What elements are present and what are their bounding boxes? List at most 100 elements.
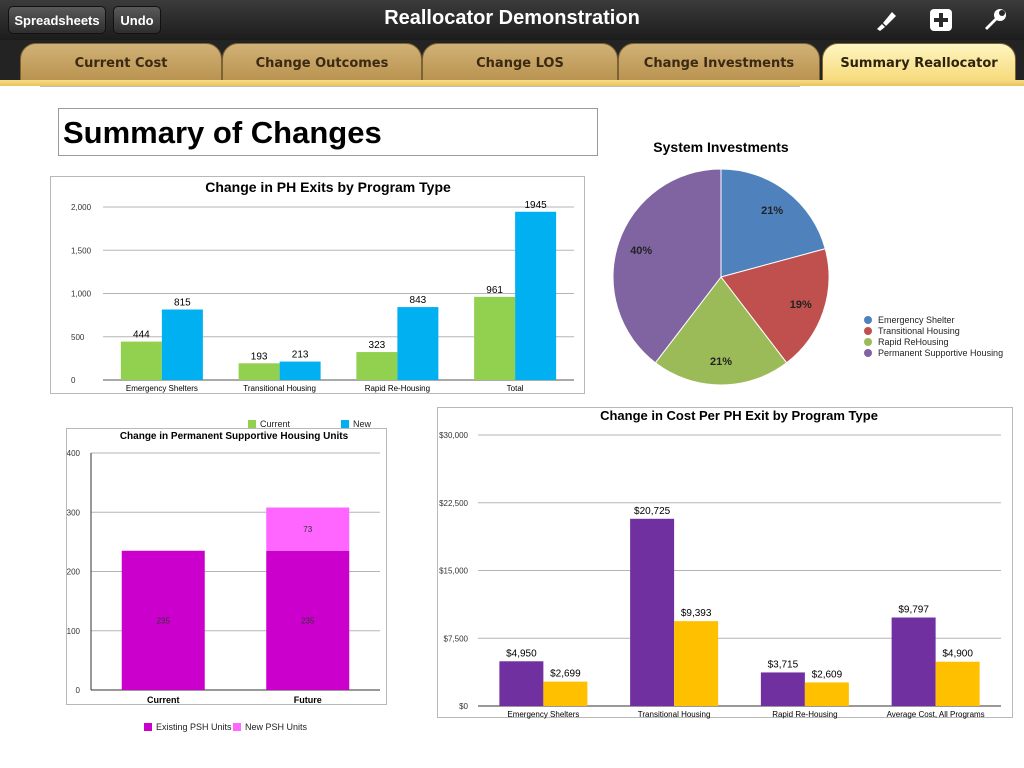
- data-label: 193: [251, 351, 268, 362]
- data-label: 843: [410, 295, 427, 306]
- bar-segment: [266, 550, 350, 690]
- data-label: $9,797: [898, 605, 929, 616]
- chart-title: Change in PH Exits by Program Type: [205, 179, 451, 195]
- chart-title: Change in Cost Per PH Exit by Program Ty…: [600, 408, 878, 423]
- category-label: Emergency Shelters: [126, 384, 198, 393]
- ph-exits-chart: Change in PH Exits by Program Type 0 500 1,…: [71, 179, 574, 393]
- data-label: 815: [174, 298, 191, 309]
- y-tick-label: 1,000: [71, 290, 92, 299]
- data-label: $3,715: [768, 659, 799, 670]
- y-tick-label: 400: [67, 449, 81, 458]
- system-investments-title: System Investments: [653, 139, 789, 155]
- psh-units-chart: Change in Permanent Supportive Housing U…: [67, 431, 380, 705]
- bar-new: [674, 621, 719, 706]
- category-label: Rapid Re-Housing: [365, 384, 430, 393]
- data-label: $2,609: [812, 669, 843, 680]
- pie-slice: [720, 248, 830, 364]
- system-investments-pie: 21% 19% 21% 40%: [612, 168, 830, 386]
- data-label: $4,900: [942, 649, 973, 660]
- pie-slice: [612, 168, 722, 364]
- data-label: 235: [157, 616, 171, 625]
- tab-strip: [0, 80, 1024, 86]
- y-tick-label: $7,500: [444, 634, 469, 643]
- data-label: 1945: [525, 200, 548, 211]
- legend-swatch: [341, 420, 349, 428]
- pie-legend-item: Rapid ReHousing: [864, 336, 1003, 347]
- bar-current: [356, 352, 398, 380]
- category-label: Average Cost, All Programs: [887, 710, 985, 719]
- pie-label: 21%: [710, 356, 732, 368]
- y-tick-label: 500: [71, 333, 85, 342]
- undo-button[interactable]: Undo: [113, 6, 161, 34]
- legend-swatch: [144, 723, 152, 731]
- y-tick-label: 200: [67, 568, 81, 577]
- y-tick-label: 1,500: [71, 246, 92, 255]
- pie-legend-item: Transitional Housing: [864, 325, 1003, 336]
- y-tick-label: 0: [71, 376, 76, 385]
- bar-new: [279, 361, 321, 380]
- tab-change-outcomes[interactable]: Change Outcomes: [222, 43, 422, 83]
- category-label: Current: [147, 695, 180, 705]
- y-tick-label: 0: [76, 686, 81, 695]
- y-tick-label: $30,000: [439, 431, 468, 440]
- data-label: $4,950: [506, 648, 537, 659]
- legend-label: Permanent Supportive Housing: [878, 347, 1004, 358]
- psh-legend-existing: Existing PSH Units: [144, 722, 232, 732]
- data-label: 235: [301, 616, 315, 625]
- data-label: 323: [369, 340, 386, 351]
- cost-per-exit-chart-panel: Change in Cost Per PH Exit by Program Ty…: [437, 407, 1013, 719]
- tab-change-investments[interactable]: Change Investments: [618, 43, 820, 83]
- paintbrush-icon[interactable]: [873, 7, 899, 33]
- bar-new: [543, 681, 588, 706]
- pie-legend-item: Emergency Shelter: [864, 314, 1003, 325]
- legend-label: Transitional Housing: [878, 325, 960, 336]
- tab-summary-reallocator[interactable]: Summary Reallocator: [822, 43, 1016, 83]
- category-label: Future: [294, 695, 322, 705]
- bar-new: [935, 661, 980, 706]
- tab-bar: Current Cost Change Outcomes Change LOS …: [0, 40, 1024, 86]
- bar-new: [397, 307, 439, 380]
- category-label: Transitional Housing: [638, 710, 711, 719]
- data-label: $9,393: [681, 608, 712, 619]
- pie-slice: [720, 168, 826, 278]
- category-label: Rapid Re-Housing: [772, 710, 837, 719]
- bar-new: [161, 309, 203, 380]
- data-label: 213: [292, 350, 309, 361]
- add-icon[interactable]: [928, 7, 954, 33]
- wrench-icon[interactable]: [982, 7, 1008, 33]
- top-toolbar: Spreadsheets Undo Reallocator Demonstrat…: [0, 0, 1024, 40]
- tab-change-los[interactable]: Change LOS: [422, 43, 618, 83]
- category-label: Transitional Housing: [243, 384, 316, 393]
- pie-label: 19%: [790, 299, 812, 311]
- psh-legend-new: New PSH Units: [233, 722, 307, 732]
- legend-label: Current: [260, 419, 291, 429]
- legend-label: New: [353, 419, 372, 429]
- bar-current: [630, 518, 675, 706]
- spreadsheets-button[interactable]: Spreadsheets: [8, 6, 106, 34]
- psh-units-chart-panel: Change in Permanent Supportive Housing U…: [66, 428, 387, 705]
- bar-current: [891, 617, 936, 706]
- bar-segment: [266, 507, 350, 551]
- bar-current: [238, 363, 280, 380]
- y-tick-label: $0: [459, 702, 468, 711]
- ph-exits-legend-current: Current: [248, 419, 290, 429]
- bar-current: [474, 296, 516, 380]
- legend-swatch: [248, 420, 256, 428]
- bar-new: [804, 682, 849, 706]
- tab-current-cost[interactable]: Current Cost: [20, 43, 222, 83]
- chart-title: Change in Permanent Supportive Housing U…: [120, 431, 349, 442]
- data-label: 444: [133, 330, 150, 341]
- y-tick-label: 300: [67, 508, 81, 517]
- data-label: 73: [303, 525, 312, 534]
- legend-label: New PSH Units: [245, 722, 308, 732]
- divider: [40, 86, 800, 87]
- ph-exits-chart-panel: Change in PH Exits by Program Type 0 500 1,…: [50, 176, 585, 394]
- bar-current: [760, 672, 805, 706]
- pie-legend: Emergency Shelter Transitional Housing R…: [864, 314, 1003, 358]
- y-tick-label: 100: [67, 627, 81, 636]
- data-label: $2,699: [550, 669, 581, 680]
- page-title: Summary of Changes: [58, 108, 598, 156]
- data-label: $20,725: [634, 506, 671, 517]
- legend-label: Rapid ReHousing: [878, 336, 949, 347]
- data-label: 961: [486, 285, 503, 296]
